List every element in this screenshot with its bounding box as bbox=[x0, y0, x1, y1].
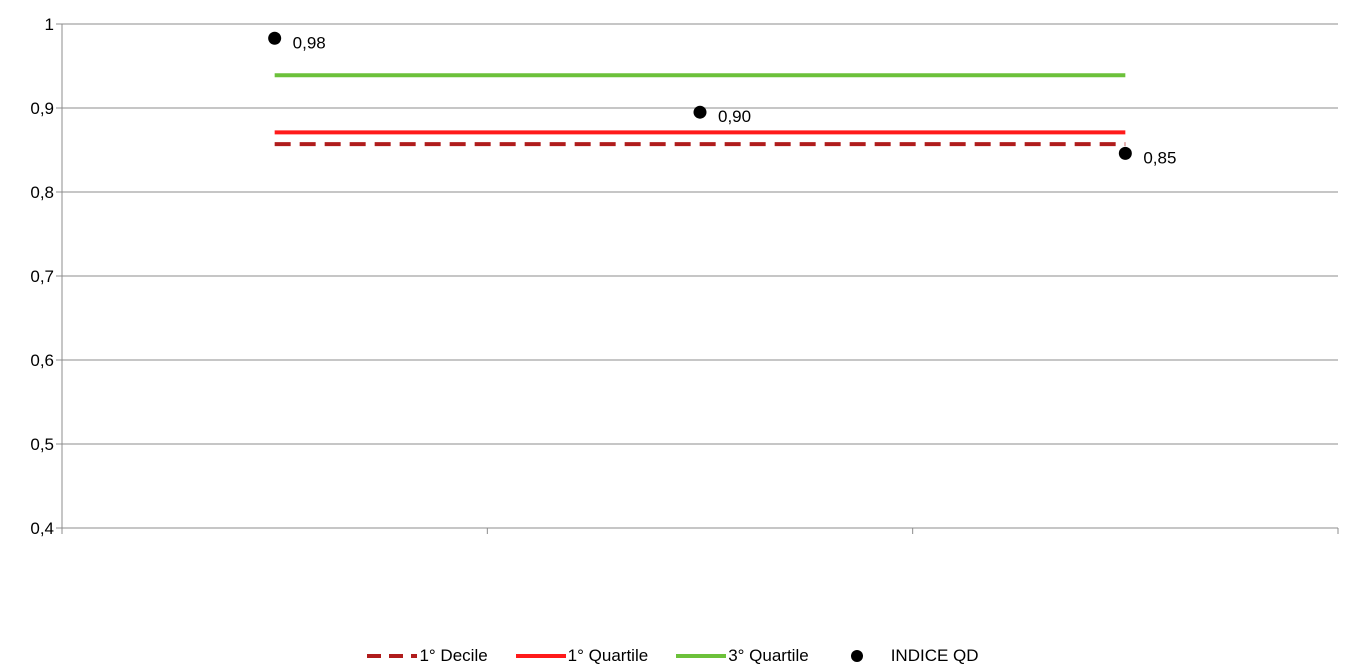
data-point bbox=[693, 105, 707, 119]
y-tick-label: 1 bbox=[45, 15, 54, 34]
legend-item-quartile-1: 1° Quartile bbox=[515, 646, 649, 666]
legend: 1° Decile 1° Quartile 3° Quartile INDICE… bbox=[0, 644, 1346, 668]
data-point bbox=[268, 31, 282, 45]
legend-swatch-indice-qd bbox=[837, 649, 877, 663]
axes bbox=[56, 23, 1339, 534]
y-tick-label: 0,9 bbox=[30, 99, 54, 118]
legend-swatch-quartile-1 bbox=[515, 649, 566, 663]
data-label: 0,90 bbox=[718, 107, 751, 126]
legend-label: 1° Quartile bbox=[567, 646, 649, 665]
legend-label: INDICE QD bbox=[890, 646, 979, 665]
y-tick-label: 0,6 bbox=[30, 351, 54, 370]
legend-item-decile: 1° Decile bbox=[367, 646, 488, 666]
y-tick-label: 0,8 bbox=[30, 183, 54, 202]
y-tick-label: 0,5 bbox=[30, 435, 54, 454]
legend-label: 3° Quartile bbox=[728, 646, 809, 665]
y-tick-label: 0,7 bbox=[30, 267, 54, 286]
legend-item-quartile-3: 3° Quartile bbox=[676, 646, 809, 666]
y-tick-labels: 0,4 0,5 0,6 0,7 0,8 0,9 1 bbox=[30, 15, 54, 538]
legend-swatch-quartile-3 bbox=[676, 649, 727, 663]
data-points bbox=[268, 31, 1132, 160]
data-label: 0,98 bbox=[293, 33, 326, 52]
y-tick-label: 0,4 bbox=[30, 519, 54, 538]
legend-swatch-decile bbox=[367, 649, 418, 663]
data-label: 0,85 bbox=[1143, 148, 1176, 167]
legend-item-indice-qd: INDICE QD bbox=[837, 646, 979, 666]
legend-label: 1° Decile bbox=[419, 646, 488, 665]
data-labels: 0,98 0,90 0,85 bbox=[293, 33, 1177, 167]
gridlines bbox=[62, 23, 1338, 445]
data-point bbox=[1118, 146, 1132, 160]
reference-lines bbox=[274, 73, 1126, 147]
